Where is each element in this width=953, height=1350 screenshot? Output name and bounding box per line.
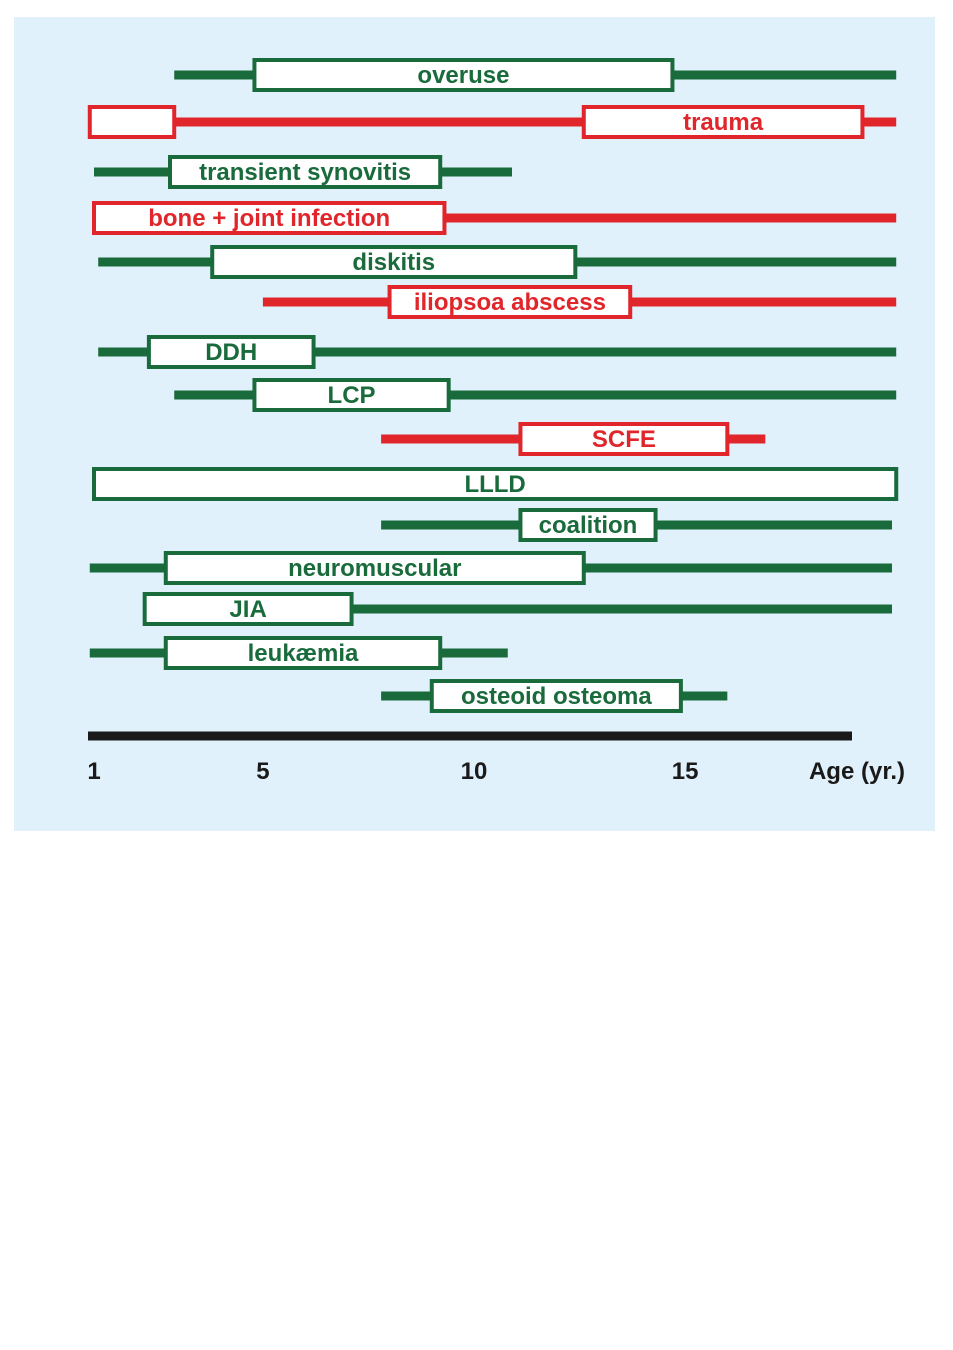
bar-osteoid-osteoma: osteoid osteoma — [381, 679, 728, 713]
peak-box-iliopsoa-abscess — [387, 285, 633, 319]
peak-box-ddh — [146, 335, 316, 369]
x-axis-label: Age (yr.) — [809, 758, 905, 785]
peak-box-lcp — [252, 378, 451, 412]
tick-label-5: 5 — [256, 758, 269, 785]
label-diskitis: diskitis — [352, 249, 435, 276]
bar-bone-joint-infection: bone + joint infection — [92, 201, 897, 235]
bar-llld: LLLD — [92, 467, 899, 501]
label-iliopsoa-abscess: iliopsoa abscess — [414, 289, 606, 316]
peak-box-coalition — [518, 508, 658, 542]
label-trauma: trauma — [683, 109, 764, 136]
bar-transient-synovitis: transient synovitis — [94, 155, 512, 189]
label-transient-synovitis: transient synovitis — [199, 159, 411, 186]
bars-layer: overuse trauma transient synovitis bone + j… — [87, 58, 899, 713]
peak-box-bone-joint-infection — [92, 201, 447, 235]
tick-label-15: 15 — [672, 758, 699, 785]
label-lcp: LCP — [328, 382, 376, 409]
label-bone-joint-infection: bone + joint infection — [148, 205, 390, 232]
bar-jia: JIA — [142, 592, 892, 626]
label-overuse: overuse — [417, 62, 509, 89]
peak-box-overuse — [252, 58, 675, 92]
label-ddh: DDH — [205, 339, 257, 366]
peak-box-trauma-1 — [87, 105, 177, 139]
peak-box-leuk-mia — [163, 636, 443, 670]
tick-label-1: 1 — [87, 758, 100, 785]
peak-box-osteoid-osteoma — [429, 679, 683, 713]
bar-neuromuscular: neuromuscular — [89, 551, 892, 585]
bar-overuse: overuse — [174, 58, 897, 92]
peak-box-trauma-2 — [581, 105, 865, 139]
peak-box-llld — [92, 467, 899, 501]
label-llld: LLLD — [464, 471, 525, 498]
label-jia: JIA — [229, 596, 266, 623]
bar-coalition: coalition — [381, 508, 892, 542]
bar-diskitis: diskitis — [98, 245, 897, 279]
label-neuromuscular: neuromuscular — [288, 555, 461, 582]
label-osteoid-osteoma: osteoid osteoma — [461, 683, 652, 710]
peak-box-jia — [142, 592, 354, 626]
label-leuk-mia: leukæmia — [248, 640, 359, 667]
axis-layer: 1 5 10 15 Age (yr.) — [87, 731, 905, 785]
bar-ddh: DDH — [98, 335, 897, 369]
tick-label-10: 10 — [461, 758, 488, 785]
peak-box-neuromuscular — [163, 551, 586, 585]
bar-scfe: SCFE — [381, 422, 766, 456]
label-coalition: coalition — [539, 512, 638, 539]
bar-lcp: LCP — [174, 378, 897, 412]
label-scfe: SCFE — [592, 426, 656, 453]
peak-box-scfe — [518, 422, 730, 456]
peak-box-diskitis — [210, 245, 578, 279]
peak-box-transient-synovitis — [168, 155, 443, 189]
bar-iliopsoa-abscess: iliopsoa abscess — [262, 285, 897, 319]
bar-leuk-mia: leukæmia — [89, 636, 508, 670]
bar-trauma: trauma — [87, 105, 897, 139]
